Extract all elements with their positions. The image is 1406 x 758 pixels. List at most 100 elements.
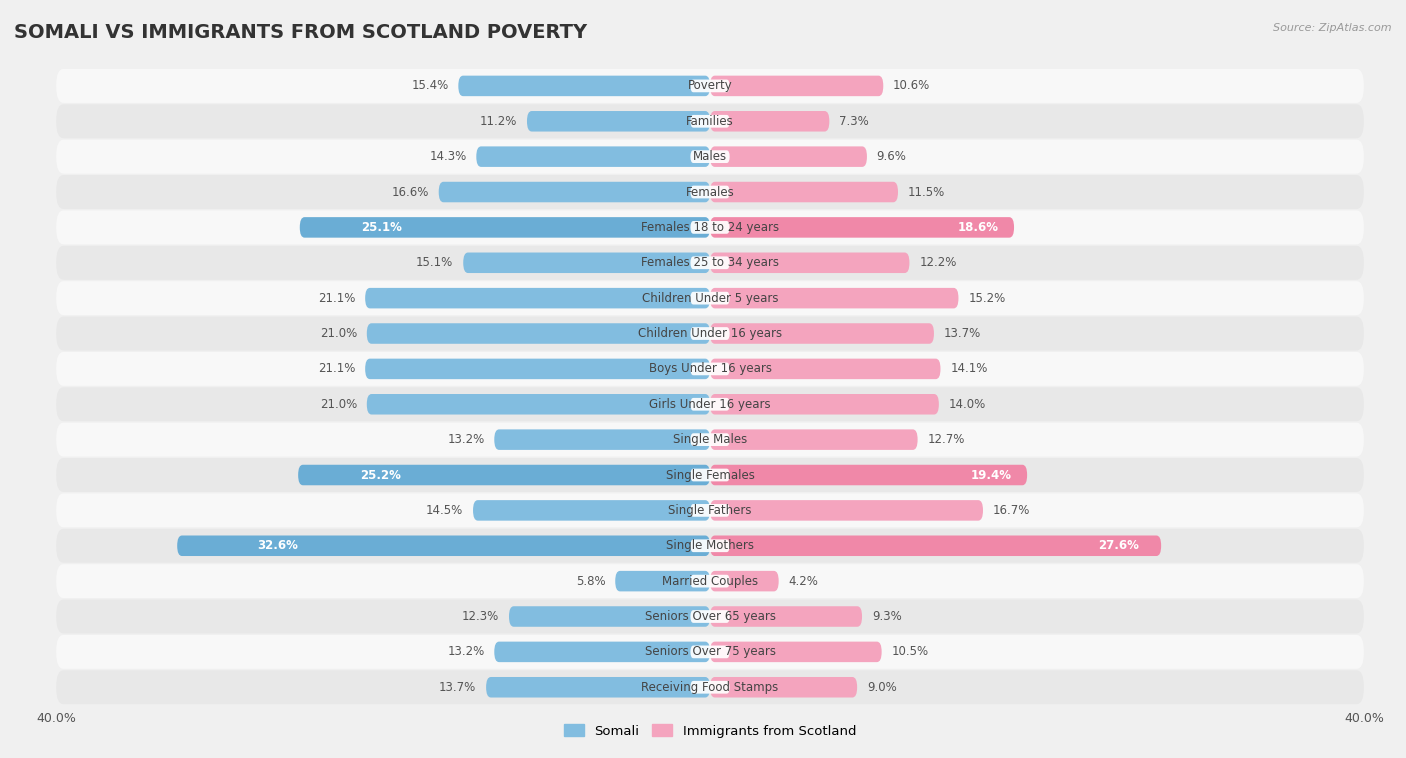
FancyBboxPatch shape xyxy=(710,571,779,591)
FancyBboxPatch shape xyxy=(486,677,710,697)
FancyBboxPatch shape xyxy=(690,468,730,481)
Text: 21.0%: 21.0% xyxy=(319,327,357,340)
FancyBboxPatch shape xyxy=(56,139,1364,174)
FancyBboxPatch shape xyxy=(458,76,710,96)
Text: 16.6%: 16.6% xyxy=(391,186,429,199)
FancyBboxPatch shape xyxy=(690,540,730,552)
Text: 25.2%: 25.2% xyxy=(360,468,401,481)
Legend: Somali, Immigrants from Scotland: Somali, Immigrants from Scotland xyxy=(558,719,862,743)
FancyBboxPatch shape xyxy=(710,394,939,415)
FancyBboxPatch shape xyxy=(690,186,730,199)
FancyBboxPatch shape xyxy=(56,635,1364,669)
FancyBboxPatch shape xyxy=(56,493,1364,528)
FancyBboxPatch shape xyxy=(710,677,858,697)
Text: 7.3%: 7.3% xyxy=(839,114,869,128)
FancyBboxPatch shape xyxy=(710,606,862,627)
Text: 14.5%: 14.5% xyxy=(426,504,463,517)
FancyBboxPatch shape xyxy=(56,600,1364,634)
FancyBboxPatch shape xyxy=(710,500,983,521)
FancyBboxPatch shape xyxy=(710,359,941,379)
FancyBboxPatch shape xyxy=(56,529,1364,562)
FancyBboxPatch shape xyxy=(367,323,710,344)
FancyBboxPatch shape xyxy=(690,150,730,163)
Text: SOMALI VS IMMIGRANTS FROM SCOTLAND POVERTY: SOMALI VS IMMIGRANTS FROM SCOTLAND POVER… xyxy=(14,23,588,42)
Text: 12.3%: 12.3% xyxy=(463,610,499,623)
Text: 14.0%: 14.0% xyxy=(949,398,986,411)
FancyBboxPatch shape xyxy=(439,182,710,202)
Text: 11.5%: 11.5% xyxy=(908,186,945,199)
FancyBboxPatch shape xyxy=(56,69,1364,103)
Text: 25.1%: 25.1% xyxy=(361,221,402,234)
FancyBboxPatch shape xyxy=(463,252,710,273)
Text: 14.1%: 14.1% xyxy=(950,362,987,375)
Text: Seniors Over 65 years: Seniors Over 65 years xyxy=(644,610,776,623)
Text: 27.6%: 27.6% xyxy=(1098,539,1139,553)
Text: Boys Under 16 years: Boys Under 16 years xyxy=(648,362,772,375)
FancyBboxPatch shape xyxy=(710,288,959,309)
FancyBboxPatch shape xyxy=(56,564,1364,598)
FancyBboxPatch shape xyxy=(690,575,730,587)
FancyBboxPatch shape xyxy=(710,465,1028,485)
Text: 11.2%: 11.2% xyxy=(479,114,517,128)
FancyBboxPatch shape xyxy=(56,387,1364,421)
FancyBboxPatch shape xyxy=(690,80,730,92)
FancyBboxPatch shape xyxy=(690,434,730,446)
Text: Females 25 to 34 years: Females 25 to 34 years xyxy=(641,256,779,269)
FancyBboxPatch shape xyxy=(710,641,882,662)
FancyBboxPatch shape xyxy=(56,281,1364,315)
Text: Girls Under 16 years: Girls Under 16 years xyxy=(650,398,770,411)
Text: 4.2%: 4.2% xyxy=(789,575,818,587)
Text: 13.7%: 13.7% xyxy=(943,327,981,340)
FancyBboxPatch shape xyxy=(56,423,1364,456)
FancyBboxPatch shape xyxy=(527,111,710,132)
FancyBboxPatch shape xyxy=(509,606,710,627)
Text: Single Males: Single Males xyxy=(673,433,747,446)
Text: 12.2%: 12.2% xyxy=(920,256,956,269)
Text: 9.3%: 9.3% xyxy=(872,610,901,623)
Text: 14.3%: 14.3% xyxy=(429,150,467,163)
Text: Males: Males xyxy=(693,150,727,163)
Text: 15.2%: 15.2% xyxy=(969,292,1005,305)
Text: 21.1%: 21.1% xyxy=(318,362,356,375)
FancyBboxPatch shape xyxy=(690,292,730,305)
Text: 16.7%: 16.7% xyxy=(993,504,1031,517)
Text: 15.4%: 15.4% xyxy=(412,80,449,92)
Text: 13.7%: 13.7% xyxy=(439,681,477,694)
Text: 9.0%: 9.0% xyxy=(868,681,897,694)
FancyBboxPatch shape xyxy=(56,352,1364,386)
FancyBboxPatch shape xyxy=(56,458,1364,492)
Text: Source: ZipAtlas.com: Source: ZipAtlas.com xyxy=(1274,23,1392,33)
FancyBboxPatch shape xyxy=(690,646,730,658)
FancyBboxPatch shape xyxy=(690,115,730,127)
FancyBboxPatch shape xyxy=(298,465,710,485)
FancyBboxPatch shape xyxy=(690,327,730,340)
FancyBboxPatch shape xyxy=(710,252,910,273)
FancyBboxPatch shape xyxy=(710,182,898,202)
FancyBboxPatch shape xyxy=(690,256,730,269)
FancyBboxPatch shape xyxy=(690,362,730,375)
FancyBboxPatch shape xyxy=(56,670,1364,704)
FancyBboxPatch shape xyxy=(710,76,883,96)
FancyBboxPatch shape xyxy=(710,111,830,132)
Text: 5.8%: 5.8% xyxy=(576,575,606,587)
FancyBboxPatch shape xyxy=(710,535,1161,556)
FancyBboxPatch shape xyxy=(472,500,710,521)
FancyBboxPatch shape xyxy=(177,535,710,556)
Text: 12.7%: 12.7% xyxy=(928,433,965,446)
FancyBboxPatch shape xyxy=(56,211,1364,244)
FancyBboxPatch shape xyxy=(495,641,710,662)
Text: Poverty: Poverty xyxy=(688,80,733,92)
FancyBboxPatch shape xyxy=(367,394,710,415)
Text: 10.6%: 10.6% xyxy=(893,80,931,92)
Text: Children Under 16 years: Children Under 16 years xyxy=(638,327,782,340)
Text: Families: Families xyxy=(686,114,734,128)
Text: 21.1%: 21.1% xyxy=(318,292,356,305)
FancyBboxPatch shape xyxy=(477,146,710,167)
FancyBboxPatch shape xyxy=(710,323,934,344)
Text: Married Couples: Married Couples xyxy=(662,575,758,587)
Text: Single Fathers: Single Fathers xyxy=(668,504,752,517)
Text: 19.4%: 19.4% xyxy=(970,468,1011,481)
Text: 18.6%: 18.6% xyxy=(957,221,998,234)
FancyBboxPatch shape xyxy=(690,398,730,411)
FancyBboxPatch shape xyxy=(366,359,710,379)
